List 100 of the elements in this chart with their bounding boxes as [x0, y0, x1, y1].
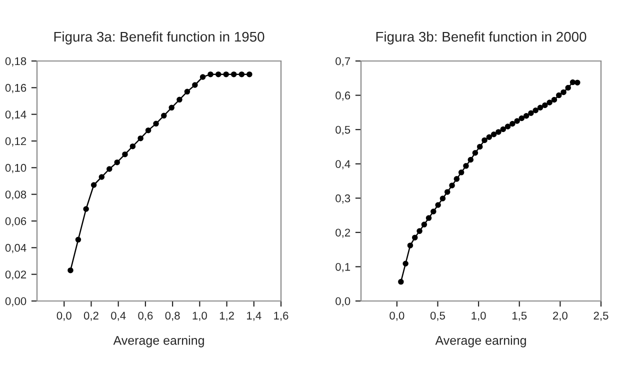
point [407, 242, 414, 248]
point [161, 112, 167, 119]
x-tick-label: 1,4 [247, 312, 262, 321]
point [514, 118, 520, 124]
point [215, 71, 222, 78]
x-axis-title: Average earning [113, 336, 204, 348]
point [518, 115, 525, 122]
point [574, 80, 580, 86]
point [523, 112, 530, 119]
x-tick-label: 1,2 [220, 312, 234, 321]
point [176, 96, 182, 103]
y-tick-label: 0,06 [5, 217, 26, 226]
point [192, 82, 198, 88]
y-tick-label: 0,00 [5, 297, 26, 306]
point [463, 163, 469, 169]
point [402, 260, 408, 267]
point [476, 144, 483, 150]
point [230, 71, 237, 78]
point [98, 174, 105, 180]
point [560, 89, 566, 96]
point [482, 137, 488, 144]
point [200, 74, 206, 80]
point [223, 71, 229, 78]
y-tick-label: 0,14 [5, 110, 26, 120]
x-axis-title: Average earning [435, 336, 526, 348]
point [537, 104, 544, 111]
point [106, 166, 112, 172]
point [556, 92, 562, 98]
point [546, 100, 552, 106]
y-tick-label: 0,3 [336, 194, 350, 204]
point [490, 131, 497, 138]
x-tick-label: 1,5 [512, 312, 527, 321]
point [208, 71, 214, 78]
point [435, 202, 441, 208]
y-tick-label: 0,04 [5, 244, 26, 254]
x-tick-label: 2,0 [553, 312, 568, 321]
point [486, 134, 492, 140]
point [68, 267, 74, 274]
point [421, 222, 428, 228]
point [468, 156, 474, 163]
point [168, 104, 174, 111]
point [184, 88, 190, 95]
x-tick-label: 0,6 [138, 312, 153, 321]
x-tick-label: 1,6 [274, 312, 288, 321]
y-tick-label: 0,5 [336, 126, 350, 136]
x-tick-label: 0,0 [56, 312, 72, 321]
y-tick-label: 0,4 [336, 160, 350, 170]
y-tick-label: 0,12 [5, 137, 26, 146]
x-tick-label: 1,0 [472, 312, 486, 321]
x-tick-label: 1,0 [192, 312, 207, 321]
y-tick-label: 0,7 [336, 57, 350, 66]
y-tick-label: 0,02 [5, 270, 26, 280]
point [246, 71, 252, 78]
point [122, 151, 128, 158]
point [532, 107, 538, 114]
point [426, 215, 432, 221]
point [542, 102, 548, 108]
x-tick-label: 2,5 [594, 312, 608, 321]
point [570, 79, 576, 86]
point [145, 127, 152, 134]
point [83, 206, 89, 212]
point [440, 196, 446, 202]
y-tick-label: 0,2 [336, 228, 350, 238]
point [496, 129, 502, 135]
point [551, 96, 558, 103]
point [138, 135, 144, 142]
y-tick-label: 0,6 [336, 92, 350, 101]
chart-title: Figura 3a: Benefit function in 1950 [54, 31, 264, 44]
point [416, 228, 422, 234]
y-tick-label: 0,0 [336, 297, 350, 306]
x-tick-label: 0,4 [111, 312, 126, 321]
point [504, 124, 511, 130]
y-tick-label: 0,08 [5, 190, 26, 200]
point [153, 120, 159, 127]
point [458, 170, 464, 176]
y-tick-label: 0,18 [5, 57, 26, 66]
point [444, 189, 450, 195]
point [510, 120, 516, 127]
point [130, 143, 136, 150]
point [412, 234, 418, 240]
y-tick-label: 0,16 [5, 84, 26, 94]
point [75, 236, 82, 243]
point [114, 159, 120, 166]
x-tick-label: 0,2 [84, 312, 98, 321]
y-tick-label: 0,10 [5, 164, 26, 174]
point [472, 150, 478, 156]
point [454, 176, 460, 182]
point [90, 182, 97, 188]
x-tick-label: 0,5 [430, 312, 445, 321]
y-tick-label: 0,1 [336, 262, 350, 272]
point [528, 110, 534, 116]
point [500, 126, 506, 132]
point [430, 208, 436, 214]
point [238, 71, 245, 78]
point [565, 84, 571, 91]
chart-title: Figura 3b: Benefit function in 2000 [376, 31, 586, 44]
x-tick-label: 0,8 [165, 312, 180, 321]
point [398, 278, 404, 285]
x-tick-label: 0,0 [390, 312, 404, 321]
point [449, 182, 455, 188]
